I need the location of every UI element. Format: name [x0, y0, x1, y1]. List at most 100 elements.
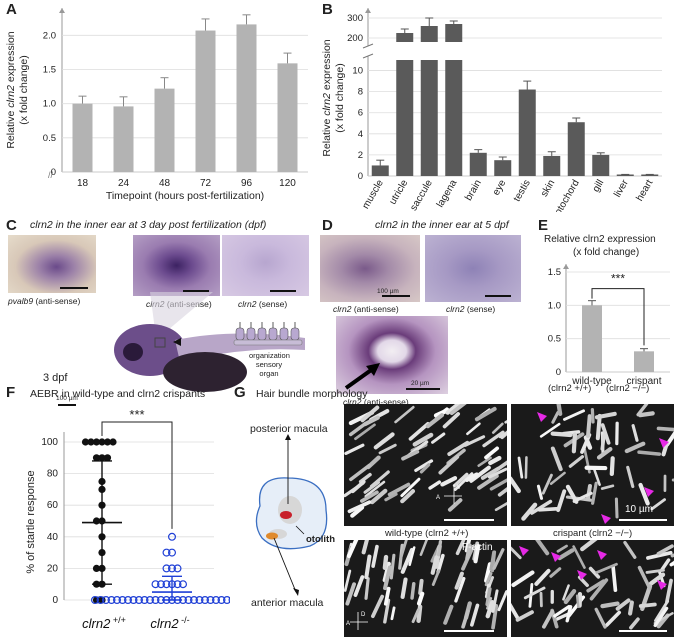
y-tick-label: 80	[47, 469, 59, 480]
hair-bundle	[364, 480, 386, 498]
hair-bundle	[382, 554, 389, 571]
hair-bundle	[572, 545, 586, 569]
y-axis-arrow	[563, 264, 569, 269]
hair-bundle	[389, 553, 396, 580]
d-sense-image	[425, 235, 521, 302]
hair-bundle	[638, 482, 650, 506]
hair-bundle	[465, 543, 472, 561]
anterior-macula-mark	[266, 532, 278, 540]
panel-c-title: clrn2 in the inner ear at 3 day post fer…	[30, 219, 267, 231]
hair-bundle	[484, 446, 500, 460]
larva-yolk	[163, 352, 247, 392]
y-tick-label: 40	[47, 532, 59, 543]
hair-bundle	[600, 601, 620, 609]
larva-eye	[123, 343, 143, 361]
data-point	[173, 580, 182, 589]
hair-bundle	[364, 554, 372, 580]
x-tick-label: 18	[77, 178, 89, 189]
y-tick-label: 0	[358, 171, 363, 182]
posterior-macula-label: posterior macula	[250, 423, 328, 435]
y-tick-label: 1.5	[548, 267, 561, 278]
chart-a: //0 0.5 1.0 1.5 2.0 18 24 48 72 96 120 Timepoint (h…	[5, 8, 308, 202]
hair-cell	[268, 327, 278, 341]
hair-bundle	[491, 422, 504, 434]
hair-bundle	[453, 472, 474, 491]
y-tick-label: 0.5	[548, 334, 561, 345]
x-tick-label: 96	[241, 178, 253, 189]
clrn2-sense-caption: clrn2 (sense)	[238, 299, 288, 309]
data-point	[201, 596, 210, 605]
y-tick-label: 0.5	[43, 133, 56, 144]
y-tick-label: 300	[347, 13, 363, 24]
hair-bundle	[631, 424, 639, 442]
hair-bundle	[586, 579, 606, 593]
hair-bundle	[442, 412, 461, 429]
hair-bundle	[521, 502, 538, 521]
genotype-label: (clrn2 −/−)	[606, 383, 650, 394]
hair-bundle	[605, 610, 622, 627]
hair-bundle	[494, 501, 507, 512]
data-point	[162, 580, 171, 589]
hair-bundle	[408, 546, 416, 567]
hair-bundle	[428, 480, 442, 490]
hair-bundle	[364, 577, 370, 600]
hair-bundle	[400, 547, 414, 574]
arrowhead-icon	[601, 514, 611, 524]
hair-bundle	[400, 489, 416, 504]
hair-bundle	[590, 407, 595, 424]
chart-e: 0 0.5 1.0 1.5 *** wild-type crispant	[548, 264, 670, 386]
hair-bundle	[623, 540, 637, 559]
hair-bundle	[360, 405, 380, 423]
d-antisense-image	[320, 235, 420, 302]
x-tick-label: liver	[612, 177, 631, 199]
hair-bundle	[353, 575, 365, 597]
scale-bar	[485, 295, 511, 297]
hair-bundle	[615, 598, 631, 611]
data-point	[140, 596, 149, 605]
significance-bracket	[101, 421, 173, 529]
hair-bundle	[646, 550, 673, 560]
arrowhead-icon	[519, 546, 529, 556]
scale-label: 10 µm	[625, 504, 653, 515]
otolith-label: otolith	[306, 534, 336, 545]
arrowhead-icon	[597, 550, 607, 560]
pvalb9-caption: pvalb9 (anti-sense)	[8, 296, 81, 306]
panel-g-label: G	[234, 384, 246, 401]
hair-bundle	[419, 463, 431, 474]
y-tick-label: 8	[358, 87, 363, 98]
x-tick-label: eye	[491, 178, 509, 198]
hair-bundle	[614, 497, 619, 519]
hair-bundle	[447, 498, 463, 512]
crispant-anterior-image	[511, 540, 674, 637]
hair-bundle	[556, 489, 567, 513]
bar	[469, 152, 487, 176]
hair-bundle	[348, 422, 366, 437]
hair-bundle	[585, 484, 592, 501]
hair-bundle	[637, 565, 652, 591]
bar	[420, 60, 438, 176]
hair-bundle	[419, 540, 429, 556]
hair-bundle	[511, 476, 521, 494]
data-point	[96, 596, 105, 605]
hair-bundle	[580, 540, 598, 552]
hair-bundle	[596, 447, 613, 460]
hair-bundle	[565, 605, 573, 623]
hair-bundle	[656, 426, 674, 432]
x-tick-label: brain	[463, 178, 484, 203]
x-tick-label: gill	[591, 178, 607, 194]
x-tick-label: muscle	[360, 178, 386, 211]
hair-bundle	[498, 431, 507, 439]
posterior-macula-otolith	[278, 496, 302, 524]
d-scale2-label: 20 µm	[411, 380, 430, 387]
hair-bundle	[594, 607, 607, 629]
axis-letter: V	[457, 485, 461, 491]
hair-bundle	[349, 463, 372, 482]
data-point	[135, 596, 144, 605]
hair-bundle	[536, 484, 544, 500]
hair-bundle	[470, 603, 480, 627]
arrowhead-icon	[644, 487, 654, 497]
scale-bar	[183, 290, 209, 292]
hair-bundle	[648, 572, 666, 586]
data-point	[92, 564, 101, 572]
